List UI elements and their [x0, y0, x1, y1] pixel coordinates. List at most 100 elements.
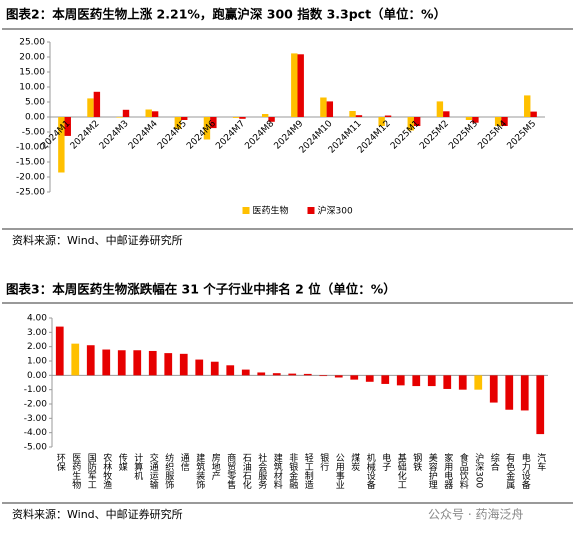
bar: [181, 117, 188, 120]
bar: [443, 375, 452, 389]
bar: [465, 117, 473, 120]
bar: [272, 373, 281, 376]
chart-title: 图表3：本周医药生物涨跌幅在 31 个子行业中排名 2 位（单位：%）: [6, 282, 396, 297]
bar: [458, 375, 467, 390]
x-tick-label: 电子: [380, 452, 391, 471]
x-tick-label: 环保: [55, 453, 66, 472]
x-tick-label: 有色金属: [504, 452, 515, 490]
x-tick-label: 纺织服饰: [163, 452, 174, 490]
x-tick-label: 2024M8: [243, 119, 276, 152]
bar: [58, 117, 65, 173]
y-tick-label: 4.00: [27, 314, 47, 324]
x-tick-label: 2025M1: [389, 119, 422, 152]
y-tick-label: -15.00: [16, 158, 45, 168]
bar: [378, 117, 385, 126]
x-tick-label: 建筑材料: [272, 452, 283, 490]
x-tick-label: 2025M2: [418, 119, 451, 152]
bar: [501, 117, 508, 126]
bar: [179, 353, 188, 376]
bar: [268, 117, 275, 122]
y-tick-label: -3.00: [24, 414, 48, 424]
x-tick-label: 2024M6: [185, 119, 218, 152]
bar: [520, 375, 529, 411]
y-tick-label: 10.00: [19, 83, 45, 93]
x-tick-label: 基础化工: [396, 452, 407, 489]
bar: [396, 375, 405, 386]
bar: [320, 97, 327, 117]
bar: [505, 375, 514, 410]
y-tick-label: 1.00: [27, 357, 47, 367]
x-tick-label: 汽车: [535, 452, 546, 472]
bar: [494, 117, 502, 126]
bar: [133, 350, 142, 376]
x-tick-label: 农林牧渔: [101, 452, 112, 489]
x-tick-label: 石油石化: [241, 453, 252, 490]
chart-title: 图表2：本周医药生物上涨 2.21%，跑赢沪深 300 指数 3.3pct（单位…: [6, 7, 446, 22]
bar: [195, 359, 204, 376]
x-tick-label: 公用事业: [334, 453, 345, 489]
x-tick-label: 2024M5: [156, 119, 189, 152]
bar: [164, 353, 173, 376]
bar: [412, 375, 421, 387]
y-tick-label: -5.00: [24, 443, 48, 453]
y-tick-label: -4.00: [24, 428, 48, 438]
x-tick-label: 通信: [179, 453, 190, 472]
x-tick-label: 2024M3: [98, 119, 131, 152]
bar: [326, 101, 334, 117]
bar: [203, 117, 211, 140]
source: 资料来源：Wind、中邮证券研究所: [12, 233, 183, 247]
x-tick-label: 建筑装饰: [194, 452, 205, 490]
bar: [210, 361, 219, 376]
bar: [524, 95, 531, 117]
y-tick-label: 20.00: [19, 53, 45, 63]
bar: [145, 109, 152, 117]
x-tick-label: 传媒: [117, 452, 128, 472]
x-tick-label: 交通运输: [148, 452, 159, 490]
bar: [261, 114, 269, 117]
legend-swatch: [242, 207, 250, 214]
x-tick-label: 房地产: [210, 452, 221, 481]
x-tick-label: 银行: [318, 452, 329, 472]
x-tick-label: 钢铁: [411, 452, 422, 472]
bar: [226, 365, 235, 376]
bar: [86, 345, 95, 376]
bar: [350, 375, 359, 380]
x-tick-label: 2025M3: [447, 119, 480, 152]
source: 资料来源：Wind、中邮证券研究所: [12, 507, 183, 521]
y-tick-label: -10.00: [16, 143, 45, 153]
x-tick-label: 2025M4: [476, 119, 509, 152]
x-tick-label: 家用电器: [442, 452, 453, 489]
bar: [443, 111, 450, 117]
y-tick-label: -2.00: [24, 400, 48, 410]
bar: [530, 111, 537, 117]
bar: [319, 375, 328, 377]
x-tick-label: 食品饮料: [458, 452, 469, 490]
bar: [87, 98, 94, 117]
y-tick-label: -1.00: [24, 385, 48, 395]
legend-label: 沪深300: [318, 205, 353, 217]
y-tick-label: 0.00: [25, 113, 45, 123]
bar: [288, 373, 297, 376]
x-tick-label: 社会服务: [256, 452, 267, 490]
y-tick-label: 15.00: [19, 68, 45, 78]
bar: [71, 343, 80, 376]
x-tick-label: 机械设备: [365, 452, 376, 489]
bar: [472, 117, 479, 123]
x-tick-label: 2024M4: [127, 119, 160, 152]
bar: [436, 101, 444, 117]
bar: [291, 53, 298, 117]
bar: [122, 109, 130, 117]
bar: [257, 372, 266, 376]
x-tick-label: 煤炭: [349, 452, 360, 472]
bar: [303, 373, 312, 376]
bar: [349, 111, 356, 117]
bar: [536, 375, 545, 435]
bar: [239, 117, 246, 119]
bar: [210, 117, 217, 129]
x-tick-label: 电力设备: [520, 452, 531, 489]
y-tick-label: 0.00: [27, 371, 47, 381]
bar: [232, 117, 240, 118]
y-tick-label: 5.00: [25, 98, 45, 108]
x-tick-label: 国防军工: [86, 453, 97, 489]
x-tick-label: 2025M5: [506, 119, 539, 152]
